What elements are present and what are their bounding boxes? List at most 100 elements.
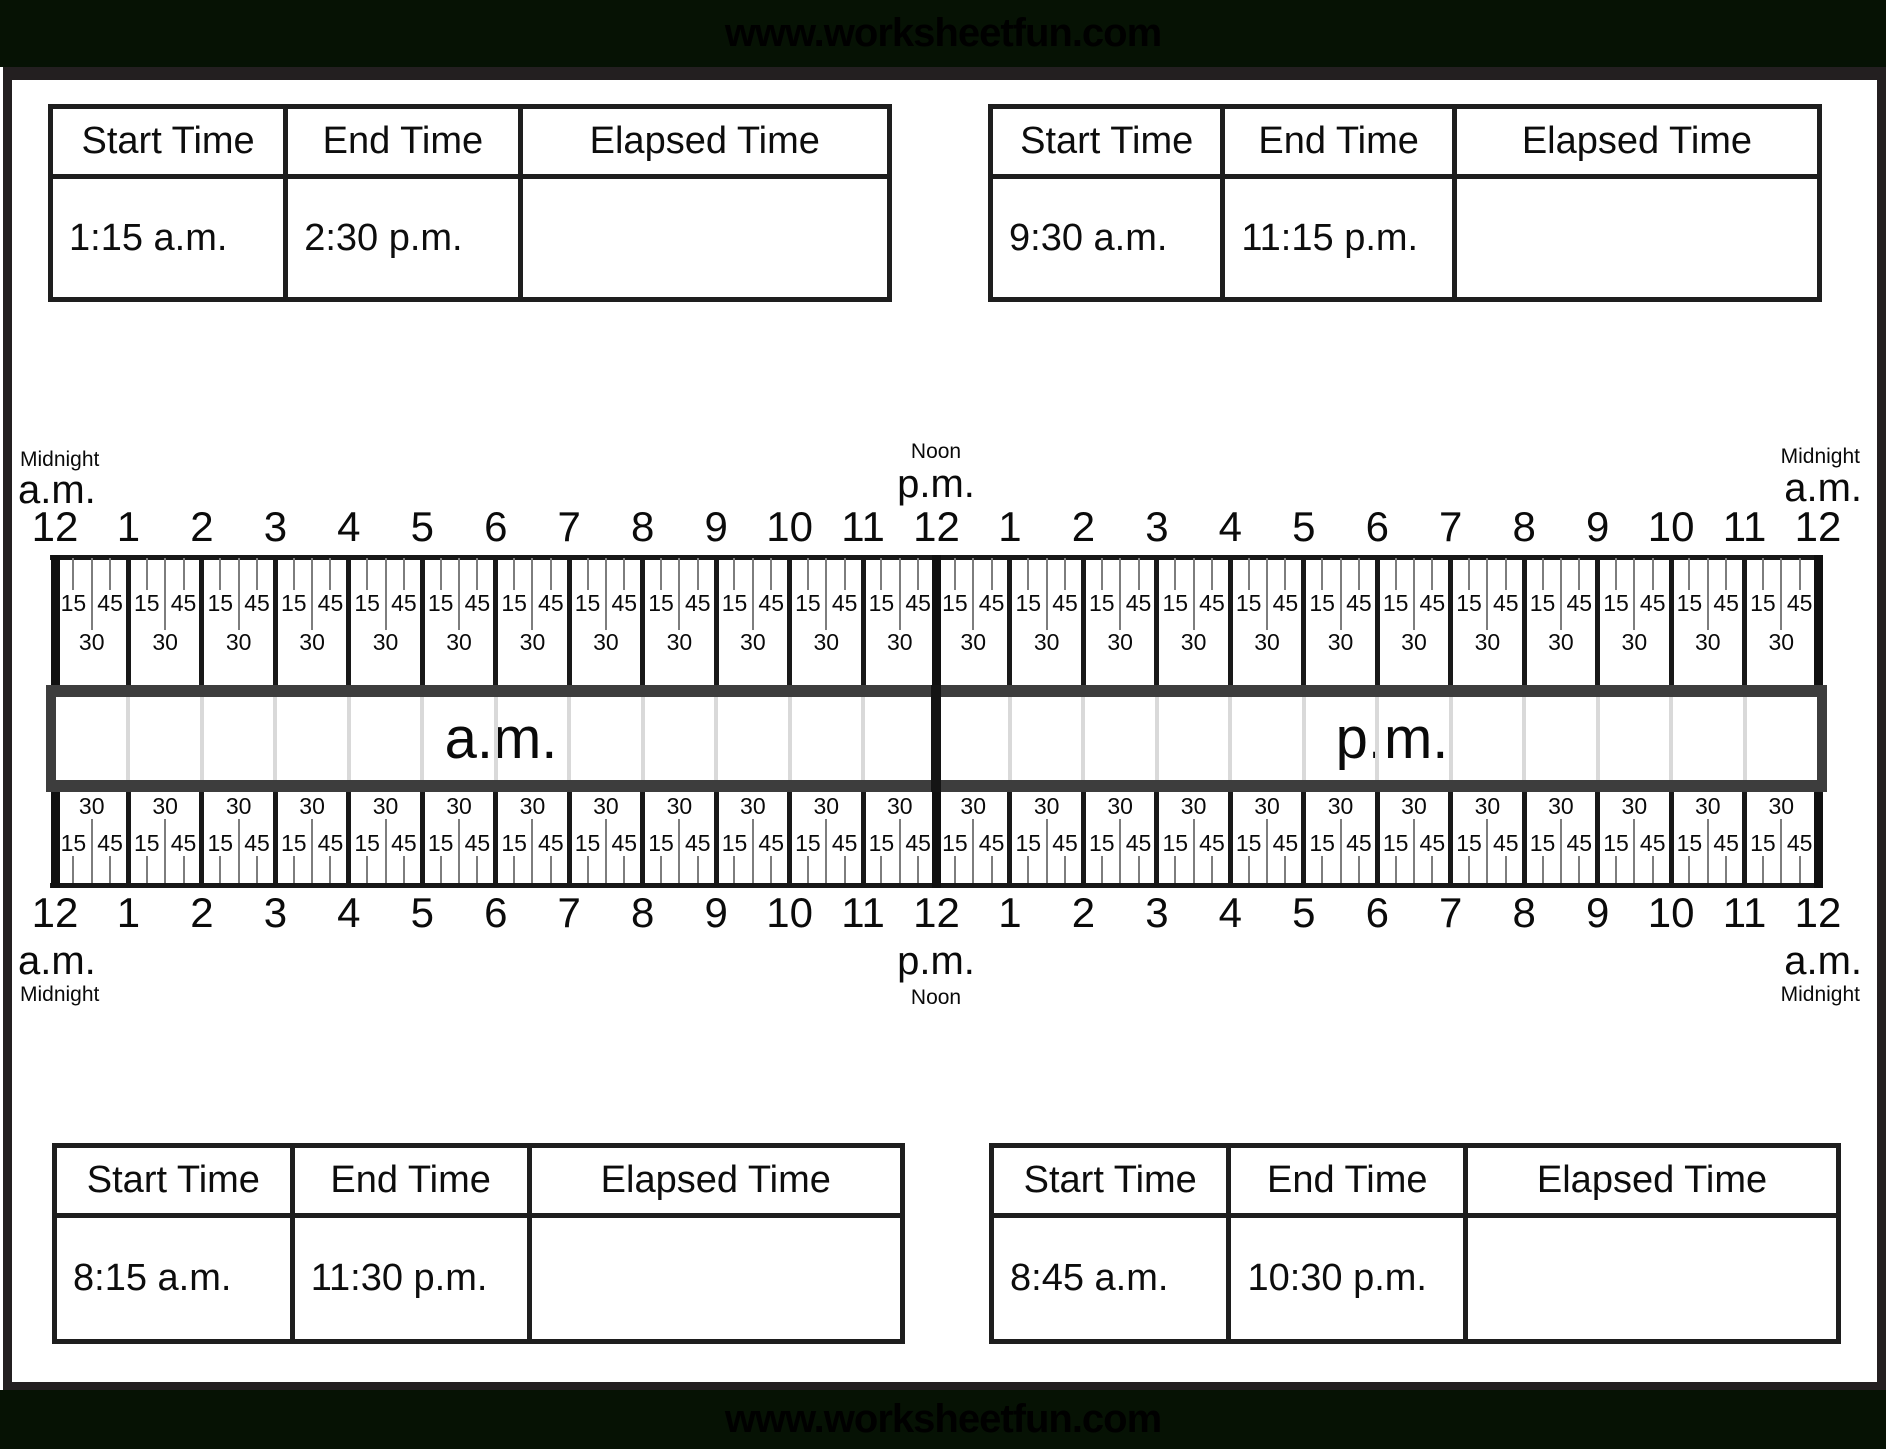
hour-label-top-17: 5 [1292, 503, 1316, 550]
tick-top-15-19 [1468, 558, 1471, 590]
minor-label-bottom-15-10: 15 [795, 830, 821, 856]
elapsed-time-answer-cell[interactable] [1457, 179, 1817, 297]
hour-line-bottom-22 [1668, 792, 1674, 888]
start-time-value: 8:15 a.m. [57, 1218, 295, 1339]
tick-bottom-15-23 [1761, 856, 1764, 883]
header-start-time: Start Time [993, 109, 1226, 179]
hour-line-bottom-1 [125, 792, 131, 888]
minor-label-top-15-20: 15 [1529, 590, 1556, 616]
minor-label-top-15-17: 15 [1309, 590, 1335, 616]
band-hour-line-11 [861, 697, 866, 780]
hour-label-bottom-20: 8 [1512, 889, 1536, 936]
tick-bottom-15-2 [219, 856, 222, 883]
minor-label-bottom-15-0: 15 [60, 830, 87, 856]
hour-label-bottom-4: 4 [337, 889, 361, 936]
axis-label-am-top-right: a.m. [1784, 466, 1862, 510]
tick-top-30-14 [1119, 558, 1122, 630]
watermark-text-bottom: www.worksheetfun.com [724, 1397, 1162, 1441]
band-hour-line-16 [1228, 697, 1233, 780]
band-hour-line-20 [1522, 697, 1527, 780]
hour-label-bottom-17: 5 [1292, 889, 1316, 936]
minor-label-top-15-21: 15 [1603, 590, 1629, 616]
tick-bottom-30-15 [1192, 819, 1195, 883]
minor-label-top-45-19: 45 [1493, 590, 1519, 616]
tick-top-45-11 [917, 558, 920, 590]
tick-top-30-18 [1412, 558, 1415, 630]
hour-line-bottom-19 [1448, 792, 1454, 888]
tick-bottom-30-21 [1633, 819, 1636, 883]
minor-label-bottom-30-17: 30 [1327, 793, 1354, 819]
band-hour-line-3 [273, 697, 278, 780]
minor-label-top-30-6: 30 [519, 629, 546, 655]
end-time-value: 10:30 p.m. [1231, 1218, 1469, 1339]
tick-bottom-30-0 [90, 819, 93, 883]
minor-label-bottom-15-18: 15 [1382, 830, 1409, 856]
tick-top-30-6 [531, 558, 534, 630]
minor-label-bottom-15-17: 15 [1309, 830, 1335, 856]
hour-line-top-4 [346, 555, 352, 685]
hour-label-bottom-18: 6 [1365, 889, 1389, 936]
minor-label-bottom-15-21: 15 [1603, 830, 1629, 856]
minor-label-top-30-14: 30 [1107, 629, 1133, 655]
minor-label-bottom-30-15: 30 [1180, 793, 1207, 819]
tick-bottom-45-4 [402, 856, 405, 883]
tick-top-15-5 [439, 558, 442, 590]
minor-label-top-15-19: 15 [1456, 590, 1482, 616]
hour-line-bottom-9 [713, 792, 719, 888]
hour-label-top-16: 4 [1218, 503, 1243, 550]
elapsed-time-answer-cell[interactable] [523, 179, 887, 297]
tick-top-15-12 [953, 558, 956, 590]
hour-label-top-1: 1 [116, 503, 141, 550]
minor-label-top-15-1: 15 [134, 590, 160, 616]
hour-label-top-23: 11 [1722, 503, 1767, 550]
minor-label-bottom-30-10: 30 [813, 793, 840, 819]
band-hour-line-5 [420, 697, 425, 780]
tick-top-30-3 [311, 558, 314, 630]
minor-label-top-45-17: 45 [1346, 590, 1372, 616]
hour-label-bottom-13: 1 [998, 889, 1022, 936]
minor-label-bottom-15-2: 15 [207, 830, 234, 856]
hour-line-top-5 [419, 555, 425, 685]
hour-line-bottom-3 [272, 792, 278, 888]
minor-label-bottom-30-12: 30 [960, 793, 987, 819]
tick-bottom-15-21 [1614, 856, 1617, 883]
tick-bottom-45-15 [1210, 856, 1213, 883]
band-hour-line-1 [126, 697, 131, 780]
top-watermark-bar: www.worksheetfun.com [0, 0, 1886, 67]
minor-label-top-15-9: 15 [721, 590, 748, 616]
tick-bottom-45-18 [1431, 856, 1434, 883]
tick-top-45-12 [990, 558, 993, 590]
tick-bottom-15-7 [586, 856, 589, 883]
elapsed-time-answer-cell[interactable] [1468, 1218, 1836, 1339]
minor-label-bottom-15-14: 15 [1088, 830, 1115, 856]
minor-label-bottom-30-7: 30 [593, 793, 619, 819]
minor-label-bottom-15-20: 15 [1529, 830, 1556, 856]
tick-top-30-9 [751, 558, 754, 630]
tick-top-30-13 [1045, 558, 1048, 630]
hour-line-bottom-13 [1007, 792, 1013, 888]
minor-label-top-45-22: 45 [1713, 590, 1739, 616]
tick-top-15-7 [586, 558, 589, 590]
hour-line-bottom-23 [1742, 792, 1748, 888]
tick-bottom-45-23 [1798, 856, 1801, 883]
axis-label-pm-top-center: p.m. [897, 462, 975, 506]
tick-bottom-15-14 [1100, 856, 1103, 883]
minor-label-top-30-9: 30 [740, 629, 766, 655]
minor-label-bottom-15-4: 15 [354, 830, 380, 856]
tick-bottom-30-5 [458, 819, 461, 883]
minor-label-top-45-14: 45 [1125, 590, 1152, 616]
elapsed-time-answer-cell[interactable] [532, 1218, 900, 1339]
tick-bottom-30-20 [1559, 819, 1562, 883]
hour-line-bottom-12 [932, 792, 941, 888]
band-hour-line-19 [1448, 697, 1453, 780]
tick-bottom-15-20 [1541, 856, 1544, 883]
header-elapsed-time: Elapsed Time [531, 1148, 900, 1218]
hour-line-top-9 [713, 555, 719, 685]
hour-line-top-15 [1154, 555, 1160, 685]
minor-label-top-45-15: 45 [1199, 590, 1225, 616]
minor-label-bottom-30-6: 30 [519, 793, 546, 819]
minor-label-bottom-45-6: 45 [538, 830, 564, 856]
tick-top-45-23 [1798, 558, 1801, 590]
hour-label-top-0: 12 [31, 503, 79, 550]
band-hour-line-9 [714, 697, 719, 780]
